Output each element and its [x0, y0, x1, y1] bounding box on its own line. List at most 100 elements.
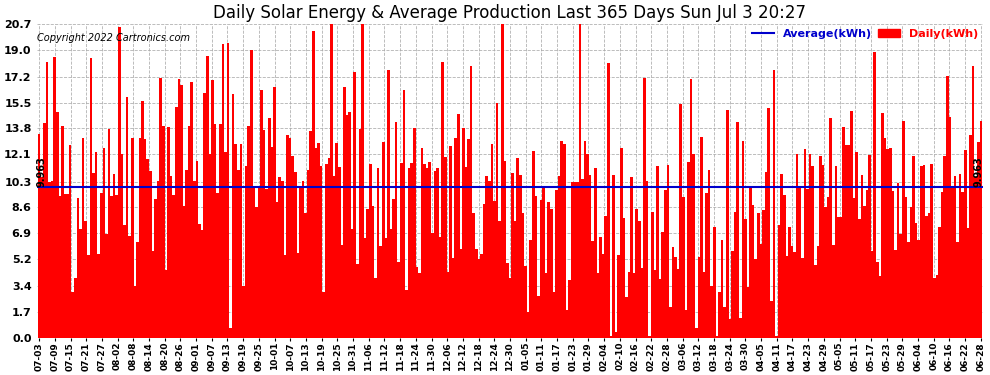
Text: 9.963: 9.963 — [37, 156, 47, 187]
Bar — [933, 278, 936, 338]
Bar — [886, 148, 889, 338]
Bar — [488, 182, 491, 338]
Bar — [193, 182, 196, 338]
Bar — [581, 179, 584, 338]
Bar — [615, 332, 618, 338]
Bar — [408, 168, 411, 338]
Bar — [185, 170, 188, 338]
Bar — [328, 158, 331, 338]
Bar — [384, 237, 387, 338]
Bar — [571, 182, 573, 338]
Bar — [336, 143, 338, 338]
Bar — [945, 76, 948, 338]
Bar — [594, 168, 597, 338]
Bar — [485, 177, 488, 338]
Bar — [299, 186, 302, 338]
Bar — [544, 273, 547, 338]
Bar — [249, 50, 252, 338]
Bar — [257, 186, 260, 338]
Bar — [454, 138, 457, 338]
Bar — [969, 135, 972, 338]
Bar — [55, 112, 58, 338]
Bar — [268, 118, 270, 338]
Bar — [348, 112, 350, 338]
Bar — [395, 122, 397, 338]
Bar — [739, 318, 742, 338]
Bar — [959, 174, 961, 338]
Bar — [211, 80, 214, 338]
Bar — [444, 157, 446, 338]
Bar — [638, 220, 641, 338]
Bar — [873, 51, 876, 338]
Bar — [477, 259, 480, 338]
Bar — [183, 206, 185, 338]
Bar — [511, 173, 514, 338]
Bar — [772, 70, 775, 338]
Bar — [416, 267, 418, 338]
Bar — [472, 213, 475, 338]
Bar — [105, 234, 108, 338]
Bar — [620, 148, 623, 338]
Bar — [719, 292, 721, 338]
Bar — [879, 276, 881, 338]
Bar — [317, 143, 320, 338]
Bar — [759, 244, 762, 338]
Bar — [557, 177, 560, 338]
Bar — [137, 242, 139, 338]
Bar — [623, 218, 625, 338]
Bar — [84, 221, 87, 338]
Bar — [201, 230, 203, 338]
Bar — [224, 152, 227, 338]
Bar — [491, 144, 493, 338]
Bar — [677, 269, 679, 338]
Bar — [894, 251, 897, 338]
Bar — [644, 78, 645, 338]
Bar — [711, 286, 713, 338]
Bar — [936, 275, 939, 338]
Bar — [591, 241, 594, 338]
Bar — [827, 197, 830, 338]
Bar — [69, 145, 71, 338]
Bar — [421, 148, 424, 338]
Bar — [400, 163, 403, 338]
Bar — [424, 164, 426, 338]
Bar — [832, 244, 835, 338]
Bar — [382, 142, 384, 338]
Bar — [765, 172, 767, 338]
Bar — [71, 292, 74, 338]
Bar — [547, 202, 550, 338]
Bar — [974, 177, 977, 338]
Bar — [243, 286, 245, 338]
Bar — [778, 225, 780, 338]
Bar — [333, 176, 336, 338]
Bar — [371, 206, 374, 338]
Bar — [956, 242, 959, 338]
Bar — [95, 152, 97, 338]
Bar — [392, 199, 395, 338]
Bar — [366, 209, 369, 338]
Bar — [413, 128, 416, 338]
Bar — [977, 142, 979, 338]
Bar — [467, 139, 470, 338]
Bar — [926, 216, 928, 338]
Bar — [437, 168, 439, 338]
Bar — [162, 126, 164, 338]
Legend: Average(kWh), Daily(kWh): Average(kWh), Daily(kWh) — [751, 29, 978, 39]
Bar — [762, 210, 765, 338]
Bar — [273, 87, 276, 338]
Bar — [356, 264, 358, 338]
Bar — [310, 131, 312, 338]
Bar — [658, 279, 661, 338]
Bar — [276, 202, 278, 338]
Bar — [863, 206, 865, 338]
Bar — [972, 66, 974, 338]
Bar — [708, 170, 711, 338]
Bar — [149, 171, 151, 338]
Bar — [506, 263, 509, 338]
Bar — [498, 221, 501, 338]
Bar — [540, 200, 543, 338]
Bar — [53, 57, 55, 338]
Bar — [46, 62, 49, 338]
Bar — [377, 168, 379, 338]
Bar — [775, 336, 778, 338]
